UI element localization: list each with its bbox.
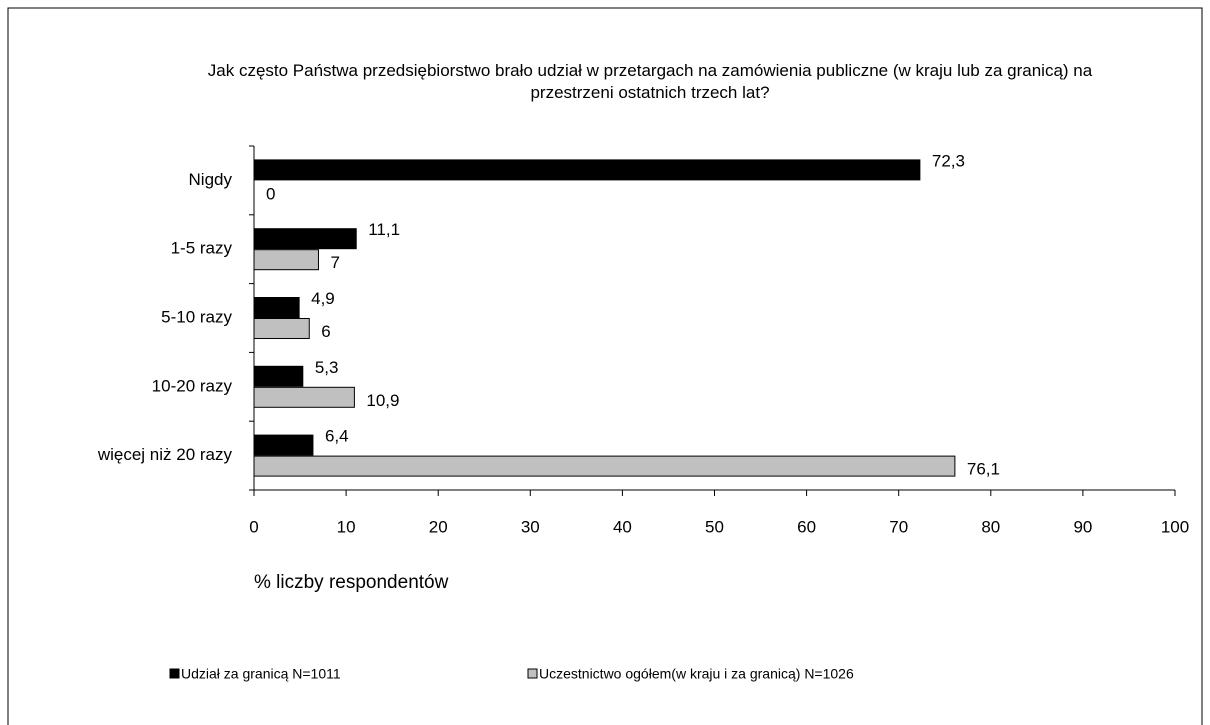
y-tick-label: więcej niż 20 razy [97,445,233,464]
x-tick-label: 80 [981,517,1000,536]
y-tick-label: 10-20 razy [152,376,233,395]
bar [253,228,357,250]
y-tick-label: 1-5 razy [171,239,233,258]
bar [253,455,956,477]
y-tick-label: 5-10 razy [161,307,232,326]
bar [253,249,319,271]
data-label: 76,1 [967,460,1000,479]
x-tick-label: 0 [249,517,258,536]
data-label: 7 [330,253,339,272]
bar [253,318,310,339]
bar [253,434,314,456]
legend-label: Udział za granicą N=1011 [181,666,341,682]
data-label: 6,4 [325,427,349,446]
data-label: 10,9 [366,391,399,410]
x-tick-label: 90 [1073,517,1092,536]
x-tick-label: 30 [521,517,540,536]
x-tick-label: 10 [337,517,356,536]
data-label: 6 [321,322,330,341]
x-axis-label: % liczby respondentów [254,572,449,593]
x-tick-label: 50 [705,517,724,536]
bar [253,386,355,408]
bar [253,159,921,181]
legend-swatch [527,668,538,679]
data-label: 11,1 [368,220,400,239]
x-tick-label: 60 [797,517,816,536]
legend-swatch [169,668,180,679]
x-tick-label: 20 [429,517,448,536]
bar [253,365,304,387]
y-tick-label: Nigdy [189,170,233,189]
legend-label: Uczestnictwo ogółem(w kraju i za granicą… [539,666,854,682]
x-tick-label: 100 [1161,517,1189,536]
data-label: 4,9 [311,289,335,308]
data-label: 72,3 [932,151,965,170]
x-tick-label: 40 [613,517,632,536]
x-tick-label: 70 [889,517,908,536]
data-label: 0 [266,184,275,203]
data-label: 5,3 [315,358,339,377]
bar [253,297,300,318]
chart-frame [7,7,1203,725]
chart-title: Jak często Państwa przedsiębiorstwo brał… [207,61,1093,102]
